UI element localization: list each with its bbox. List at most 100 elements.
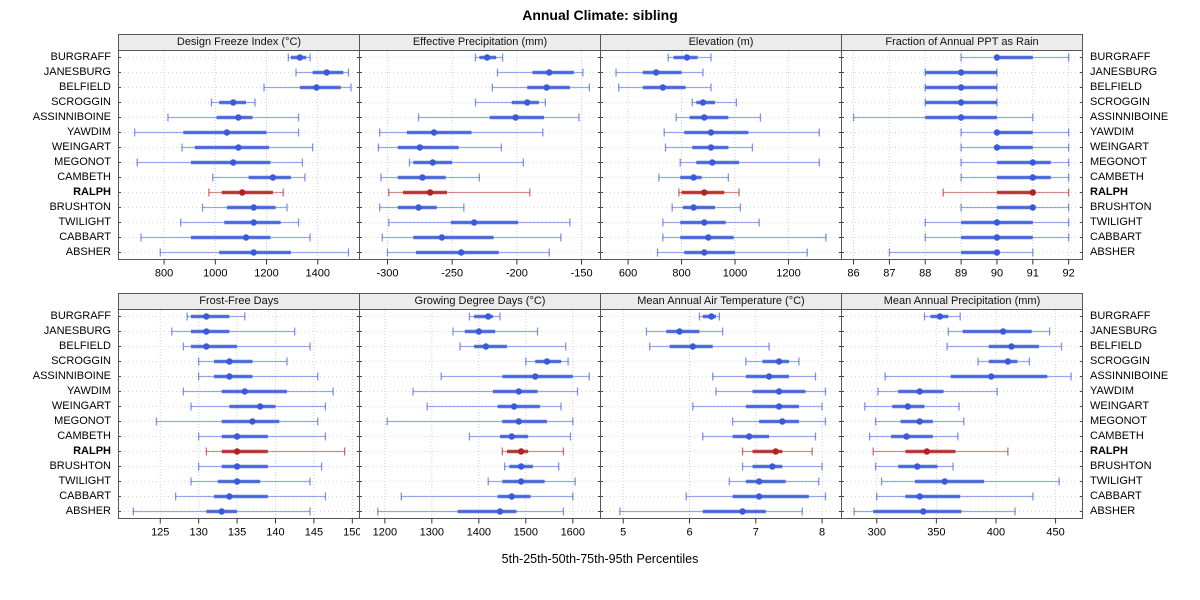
percentile-row-megonot — [386, 417, 574, 426]
percentile-row-absher — [853, 507, 1016, 516]
percentile-row-megonot — [679, 158, 820, 167]
station-label-megonot: MEGONOT — [54, 415, 111, 427]
station-label-janesburg: JANESBURG — [43, 325, 111, 337]
station-label-yawdim: YAWDIM — [67, 385, 111, 397]
axis-tick-label: 1500 — [514, 527, 538, 539]
panel-effective-precipitation: Effective Precipitation (mm) -300 -250 -200… — [359, 34, 601, 283]
percentile-row-janesburg — [645, 327, 724, 336]
panel-border — [600, 50, 842, 260]
panel-fraction-ppt-as-rain: Fraction of Annual PPT as Rain 86 87 88 89 90… — [841, 34, 1083, 283]
axis-tick-label: 1200 — [776, 268, 800, 280]
percentile-row-cabbart — [400, 492, 574, 501]
percentile-row-assinniboine — [675, 113, 762, 122]
panel-border — [118, 50, 360, 260]
percentile-row-absher — [656, 248, 808, 257]
percentile-row-cambeth — [868, 432, 959, 441]
station-label-cabbart: CABBART — [1090, 490, 1142, 502]
percentile-row-scroggin — [525, 357, 569, 366]
station-label-ralph: RALPH — [1090, 445, 1128, 457]
percentile-row-absher — [132, 507, 311, 516]
percentile-row-belfield — [649, 342, 770, 351]
panel-mean-annual-air-temperature: Mean Annual Air Temperature (°C) 5 6 7 8 — [600, 293, 842, 542]
panel-elevation: Elevation (m) 600 800 1000 1200 — [600, 34, 842, 283]
station-label-cabbart: CABBART — [1090, 231, 1142, 243]
percentile-row-janesburg — [924, 68, 998, 77]
percentile-row-janesburg — [171, 327, 296, 336]
axis-tick-label: 1200 — [254, 268, 278, 280]
axis-tick-label: 5 — [620, 527, 626, 539]
station-label-megonot: MEGONOT — [1090, 156, 1147, 168]
percentile-row-assinniboine — [198, 372, 319, 381]
station-label-twilight: TWILIGHT — [58, 475, 111, 487]
panel-frost-free-days: Frost-Free Days 125 130 135 140 145 150 — [118, 293, 360, 542]
panel-plot: 125 130 135 140 145 150 — [118, 309, 360, 539]
panel-border — [359, 50, 601, 260]
percentile-row-burgraff — [960, 53, 1070, 62]
percentile-row-brushton — [671, 203, 742, 212]
panel-plot: 600 800 1000 1200 — [600, 50, 842, 280]
panel-band-top: BURGRAFF JANESBURG BELFIELD SCROGGIN ASSINNI… — [0, 34, 1200, 283]
panel-band-bottom: BURGRAFF JANESBURG BELFIELD SCROGGIN ASSINNI… — [0, 293, 1200, 542]
percentile-row-burgraff — [698, 312, 720, 321]
axis-tick-label: 1000 — [723, 268, 747, 280]
percentile-row-scroggin — [210, 98, 256, 107]
axis-tick-label: 6 — [686, 527, 692, 539]
axis-tick-label: 8 — [819, 527, 825, 539]
station-label-burgraff: BURGRAFF — [50, 310, 112, 322]
percentile-row-burgraff — [287, 53, 311, 62]
station-label-burgraff: BURGRAFF — [1090, 310, 1151, 322]
station-label-twilight: TWILIGHT — [1090, 475, 1143, 487]
percentile-row-yawdim — [182, 387, 334, 396]
percentile-row-janesburg — [947, 327, 1051, 336]
panel-plot: -300 -250 -200 -150 — [359, 50, 601, 280]
percentile-row-ralph — [741, 447, 813, 456]
percentile-row-weingart — [664, 143, 754, 152]
station-label-assinniboine: ASSINNIBOINE — [1090, 370, 1169, 382]
percentile-row-twilight — [662, 218, 760, 227]
panel-strip-title: Fraction of Annual PPT as Rain — [841, 34, 1083, 50]
station-labels-right-bottom: BURGRAFF JANESBURG BELFIELD SCROGGIN ASSINNI… — [1083, 293, 1197, 519]
panel-plot: 800 1000 1200 1400 — [118, 50, 360, 280]
panel-mean-annual-precipitation: Mean Annual Precipitation (mm) 300 350 400 4… — [841, 293, 1083, 542]
percentile-row-twilight — [880, 477, 1060, 486]
percentile-row-twilight — [180, 218, 300, 227]
station-labels-left-bottom: BURGRAFF JANESBURG BELFIELD SCROGGIN ASSINNI… — [0, 293, 118, 519]
station-label-assinniboine: ASSINNIBOINE — [32, 111, 111, 123]
station-label-weingart: WEINGART — [1090, 400, 1150, 412]
percentile-row-cambeth — [658, 173, 730, 182]
axis-tick-label: 1000 — [203, 268, 227, 280]
percentile-row-cambeth — [468, 432, 572, 441]
percentile-row-brushton — [379, 203, 465, 212]
panel-strip-title: Growing Degree Days (°C) — [359, 293, 601, 309]
station-label-belfield: BELFIELD — [1090, 340, 1142, 352]
station-label-absher: ABSHER — [65, 505, 111, 517]
percentile-row-cambeth — [960, 173, 1070, 182]
percentile-row-assinniboine — [884, 372, 1072, 381]
percentile-row-absher — [159, 248, 350, 257]
percentile-row-cambeth — [380, 173, 481, 182]
station-label-burgraff: BURGRAFF — [50, 51, 112, 63]
percentile-row-cabbart — [876, 492, 1034, 501]
percentile-row-brushton — [741, 462, 823, 471]
percentile-row-scroggin — [691, 98, 738, 107]
station-label-janesburg: JANESBURG — [1090, 66, 1158, 78]
percentile-row-ralph — [678, 188, 740, 197]
percentile-row-weingart — [864, 402, 960, 411]
percentile-row-weingart — [181, 143, 314, 152]
percentile-row-absher — [377, 507, 565, 516]
percentile-row-absher — [386, 248, 550, 257]
axis-tick-label: 1200 — [373, 527, 397, 539]
axis-tick-label: 91 — [1027, 268, 1039, 280]
percentile-row-burgraff — [923, 312, 961, 321]
percentile-row-brushton — [874, 462, 954, 471]
panel-plot: 5 6 7 8 — [600, 309, 842, 539]
percentile-row-twilight — [190, 477, 311, 486]
station-label-absher: ABSHER — [1090, 246, 1136, 258]
axis-tick-label: 7 — [753, 527, 759, 539]
axis-tick-label: 86 — [847, 268, 859, 280]
percentile-row-yawdim — [877, 387, 998, 396]
percentile-row-janesburg — [295, 68, 350, 77]
station-label-brushton: BRUSHTON — [49, 460, 111, 472]
percentile-row-janesburg — [452, 327, 539, 336]
